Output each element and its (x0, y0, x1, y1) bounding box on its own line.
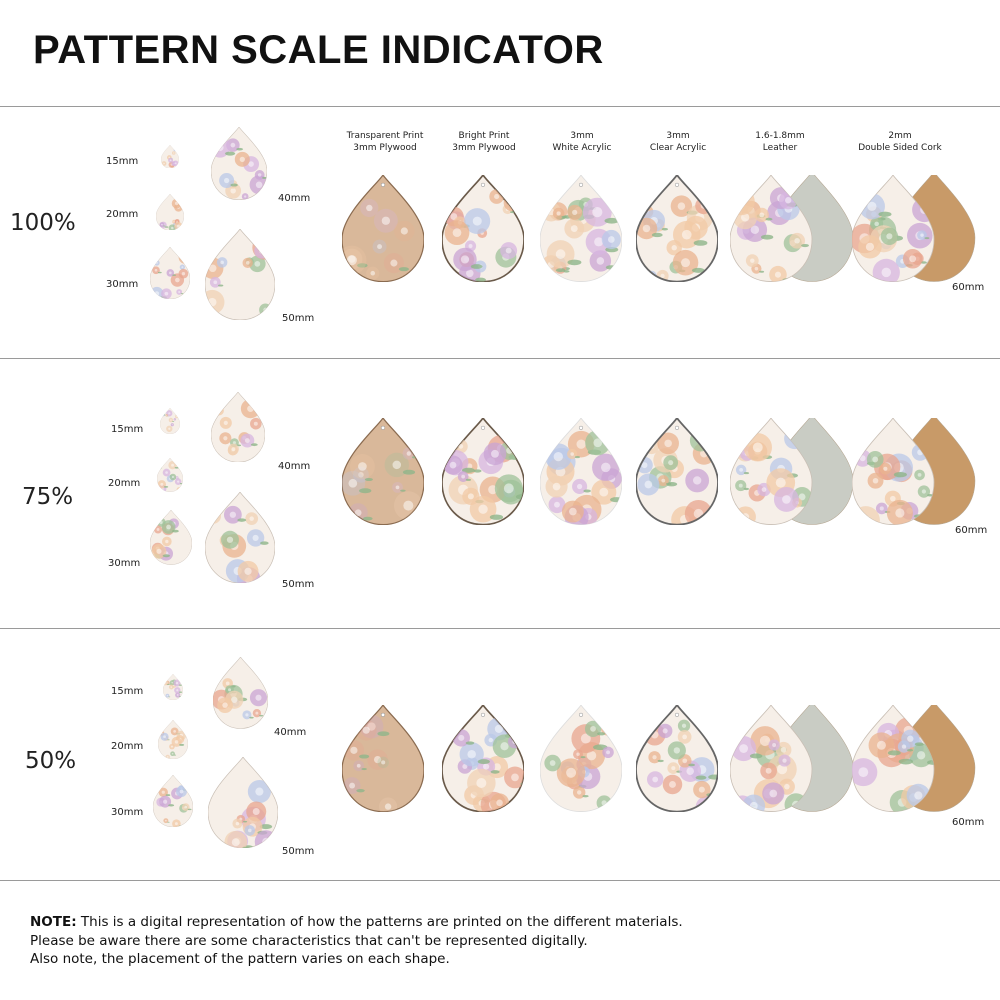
teardrop-small-2 (156, 457, 184, 492)
teardrop-small-4 (212, 656, 269, 729)
size-label-30mm: 30mm (111, 807, 144, 818)
teardrop-small-2 (157, 719, 189, 760)
note-line-2: Please be aware there are some character… (30, 932, 588, 949)
teardrop-cork (851, 701, 979, 813)
material-header-white-acrylic: 3mm White Acrylic (552, 131, 612, 153)
teardrop-small-1 (159, 407, 181, 435)
note-text: NOTE: This is a digital representation o… (30, 913, 683, 969)
divider-top (0, 106, 1000, 107)
size-label-15mm: 15mm (111, 424, 144, 435)
section-percent-75: 75% (22, 484, 74, 510)
teardrop-transparent-plywood (341, 703, 425, 813)
size-label-15mm: 15mm (111, 686, 144, 697)
teardrop-clear-acrylic (635, 173, 719, 283)
teardrop-bright-plywood (441, 173, 525, 283)
size-label-30mm: 30mm (106, 279, 139, 290)
size-label-50mm: 50mm (282, 579, 315, 590)
size-label-40mm: 40mm (278, 461, 311, 472)
teardrop-small-5 (204, 491, 276, 584)
teardrop-small-1 (162, 673, 184, 701)
teardrop-transparent-plywood (341, 173, 425, 283)
size-label-40mm: 40mm (274, 727, 307, 738)
teardrop-transparent-plywood (341, 416, 425, 526)
size-label-60mm: 60mm (955, 525, 988, 536)
teardrop-small-1 (160, 144, 180, 169)
teardrop-cork (851, 414, 979, 526)
teardrop-leather (729, 414, 857, 526)
size-label-50mm: 50mm (282, 313, 315, 324)
teardrop-white-acrylic (539, 174, 623, 283)
teardrop-cork (851, 171, 979, 283)
teardrop-leather (729, 171, 857, 283)
size-label-60mm: 60mm (952, 817, 985, 828)
note-label: NOTE: (30, 914, 77, 930)
teardrop-bright-plywood (441, 703, 525, 813)
size-label-20mm: 20mm (106, 209, 139, 220)
teardrop-clear-acrylic (635, 703, 719, 813)
teardrop-small-4 (210, 391, 266, 463)
size-label-50mm: 50mm (282, 846, 315, 857)
note-line-3: Also note, the placement of the pattern … (30, 951, 450, 967)
material-header-transparent-plywood: Transparent Print 3mm Plywood (346, 131, 424, 153)
section-percent-100: 100% (10, 210, 76, 236)
material-header-bright-plywood: Bright Print 3mm Plywood (452, 131, 516, 153)
note-line-1: This is a digital representation of how … (76, 914, 683, 930)
teardrop-small-3 (149, 509, 193, 565)
teardrop-bright-plywood (441, 416, 525, 526)
teardrop-small-3 (149, 246, 191, 300)
teardrop-clear-acrylic (635, 416, 719, 526)
size-label-20mm: 20mm (108, 478, 141, 489)
divider-2 (0, 628, 1000, 629)
section-percent-50: 50% (25, 748, 77, 774)
size-label-15mm: 15mm (106, 156, 139, 167)
material-header-leather: 1.6-1.8mm Leather (755, 131, 805, 153)
teardrop-small-5 (204, 228, 276, 321)
divider-1 (0, 358, 1000, 359)
teardrop-small-5 (207, 756, 279, 849)
size-label-60mm: 60mm (952, 282, 985, 293)
material-header-clear-acrylic: 3mm Clear Acrylic (649, 131, 707, 153)
material-header-cork: 2mm Double Sided Cork (858, 131, 942, 153)
page-title: PATTERN SCALE INDICATOR (33, 28, 604, 72)
divider-bottom (0, 880, 1000, 881)
size-label-40mm: 40mm (278, 193, 311, 204)
teardrop-leather (729, 701, 857, 813)
teardrop-white-acrylic (539, 704, 623, 813)
size-label-20mm: 20mm (111, 741, 144, 752)
teardrop-small-2 (155, 193, 185, 231)
teardrop-small-4 (210, 126, 268, 201)
size-label-30mm: 30mm (108, 558, 141, 569)
teardrop-white-acrylic (539, 417, 623, 526)
teardrop-small-3 (152, 774, 194, 828)
